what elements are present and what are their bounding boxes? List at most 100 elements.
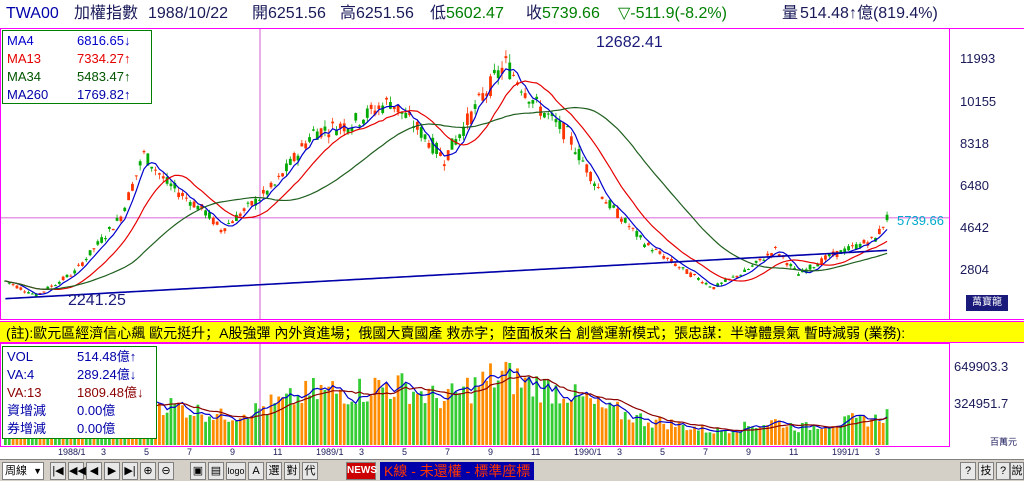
volume-bar <box>581 396 585 445</box>
bottom-toolbar: 周線 ▼ |◀ ◀◀ ◀ ▶ ▶| ⊕ ⊖ ▣ ▤ logo A 選 對 代 N… <box>0 459 1024 481</box>
layout-icon[interactable]: ▣ <box>190 462 206 480</box>
news-button[interactable]: NEWS <box>346 462 377 480</box>
help-icon[interactable]: ? <box>960 462 976 480</box>
candle-body <box>285 163 288 172</box>
x-tick: 11 <box>531 447 541 457</box>
candle-body <box>442 164 446 167</box>
candle-body <box>797 274 800 276</box>
volume-bar <box>527 376 531 445</box>
vol-tick: 649903.3 <box>954 359 1009 374</box>
candle-body <box>362 119 365 124</box>
candle-body <box>335 130 338 136</box>
volume-bar <box>496 380 500 445</box>
volume-bar <box>423 403 427 445</box>
index-name: 加權指數 <box>74 5 139 22</box>
zoom-out-icon[interactable]: ⊖ <box>158 462 174 480</box>
volume-bar <box>589 398 592 445</box>
x-tick: 3 <box>875 447 881 457</box>
x-tick: 3 <box>359 447 365 457</box>
volume-bar <box>731 431 735 445</box>
font-button[interactable]: A <box>248 462 264 480</box>
volume-bar <box>362 401 365 445</box>
candle-body <box>758 258 762 261</box>
candle-body <box>381 105 385 114</box>
compare-button[interactable]: 對 <box>284 462 300 480</box>
select-button[interactable]: 選 <box>266 462 282 480</box>
candle-body <box>215 221 219 225</box>
candle-body <box>550 113 554 117</box>
candle-body <box>523 93 527 98</box>
volume-bar <box>439 408 442 445</box>
zoom-in-icon[interactable]: ⊕ <box>140 462 156 480</box>
candle-body <box>754 260 758 263</box>
chevron-down-icon: ▼ <box>33 466 42 476</box>
price-chart[interactable] <box>0 28 950 320</box>
explain-button[interactable]: 說 <box>1010 462 1024 480</box>
candle-body <box>150 166 154 169</box>
candle-body <box>169 183 173 187</box>
volume-bar <box>235 421 238 445</box>
prev-icon[interactable]: ◀ <box>86 462 102 480</box>
candle-body <box>73 270 77 274</box>
volume-bar <box>312 377 315 445</box>
candle-body <box>812 267 816 269</box>
period-select[interactable]: 周線 ▼ <box>2 462 44 480</box>
candle-body <box>42 291 46 293</box>
last-price-annotation: 5739.66 <box>897 213 944 228</box>
first-page-icon[interactable]: |◀ <box>50 462 66 480</box>
volume-bar <box>261 406 265 445</box>
volume-bar <box>770 420 773 445</box>
volume-bar <box>223 419 227 445</box>
code-button[interactable]: 代 <box>302 462 318 480</box>
news-ticker[interactable]: (註):歐元區經濟信心飆 歐元挺升；A股強彈 內外資進場；俄國大賣國產 救赤字；… <box>0 321 1024 343</box>
volume-bar <box>535 376 539 445</box>
candle-body <box>627 226 631 228</box>
volume-bar <box>338 389 342 445</box>
tech-button[interactable]: 技 <box>978 462 994 480</box>
candle-body <box>670 258 673 263</box>
candle-body <box>531 100 535 104</box>
candle-body <box>877 228 881 235</box>
volume-bar <box>512 394 515 445</box>
candle-body <box>261 189 265 194</box>
candle-body <box>127 192 130 201</box>
volume-bar <box>331 381 335 445</box>
candle-body <box>119 216 123 222</box>
volume-bar <box>720 430 723 445</box>
candle-body <box>489 76 492 97</box>
volume-bar <box>885 409 889 445</box>
volume-bar <box>227 421 231 445</box>
candle-body <box>650 250 654 252</box>
volume-bar <box>562 398 566 445</box>
volume-bar <box>277 396 281 445</box>
trough-annotation: 2241.25 <box>68 292 126 309</box>
candle-body <box>785 263 789 266</box>
volume-bar <box>485 380 489 445</box>
volume-bar <box>616 401 619 445</box>
candle-body <box>200 204 204 210</box>
volume-bar <box>415 393 419 445</box>
volume-bar <box>835 425 839 445</box>
volume-bar <box>250 415 254 445</box>
volume-bar <box>704 432 708 445</box>
question-icon[interactable]: ? <box>996 462 1010 480</box>
prev-page-icon[interactable]: ◀◀ <box>68 462 86 480</box>
last-page-icon[interactable]: ▶| <box>122 462 138 480</box>
volume-bar <box>519 387 523 445</box>
next-icon[interactable]: ▶ <box>104 462 120 480</box>
candle-body <box>38 292 42 294</box>
volume-bar <box>462 386 465 445</box>
quote-date: 1988/10/22 <box>148 5 229 22</box>
x-tick: 7 <box>187 447 193 457</box>
ma260-label: MA260 <box>7 87 49 102</box>
ma34-label: MA34 <box>7 69 41 84</box>
volume-value: 514.48↑億(819.4%) <box>800 5 938 22</box>
price-tick: 4642 <box>960 220 989 235</box>
volume-bar <box>681 424 685 445</box>
volume-bar <box>697 430 700 445</box>
candle-body <box>288 158 292 165</box>
wan-badge[interactable]: 萬寶龍 <box>966 295 1008 311</box>
x-tick: 7 <box>445 447 451 457</box>
split-icon[interactable]: ▤ <box>208 462 224 480</box>
logo-button[interactable]: logo <box>226 462 246 480</box>
